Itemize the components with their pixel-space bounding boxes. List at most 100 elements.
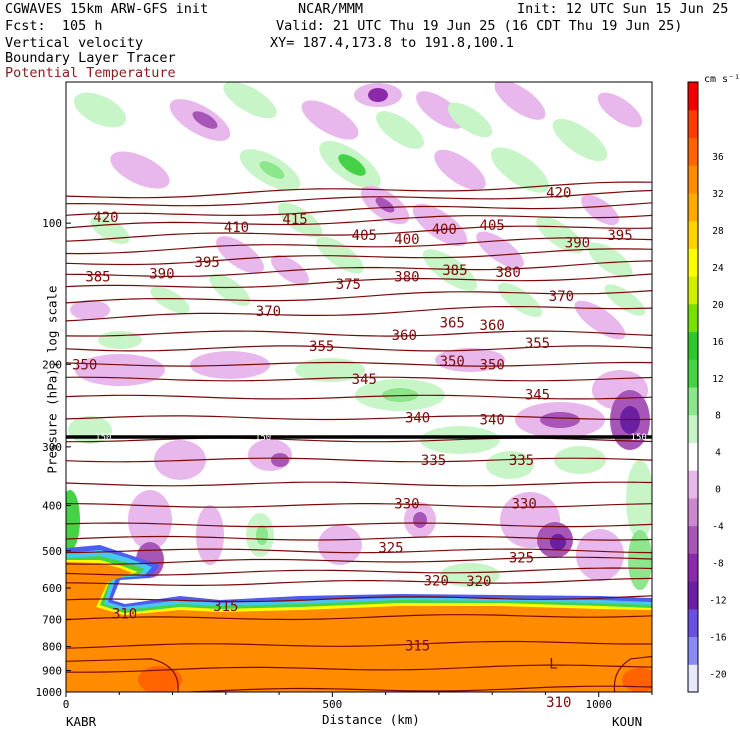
colorbar-tick-label: 12 [712, 374, 723, 385]
colorbar-swatch [688, 109, 698, 138]
colorbar: 36 32 28 24 20 16 12 8 4 0 -4 -8 -12 -16 -20 [687, 81, 727, 693]
theta-contour-line [66, 361, 652, 367]
colorbar-tick-label: 24 [712, 263, 724, 274]
field-potential-temperature: Potential Temperature [5, 65, 176, 81]
theta-label: 365 [440, 316, 465, 332]
valid-time: Valid: 21 UTC Thu 19 Jun 25 (16 CDT Thu … [276, 18, 683, 34]
theta-label: 370 [256, 304, 281, 320]
theta-label: 405 [480, 218, 505, 234]
theta-label: 320 [466, 574, 491, 590]
tropopause-label: 150 [95, 433, 111, 443]
theta-label: 335 [509, 453, 534, 469]
colorbar-swatch [688, 442, 698, 471]
theta-contour-line [66, 548, 652, 554]
potential-temperature-labels: 420 410 415 405 400 400 405 420 390 395 385 390 395 3… [72, 185, 633, 711]
colorbar-tick-label: -16 [709, 633, 726, 644]
colorbar-swatch [688, 664, 698, 693]
x-tick-label: 500 [322, 698, 342, 711]
theta-label: 415 [282, 212, 307, 228]
theta-contour-line [66, 394, 652, 400]
colorbar-tick-label: -12 [709, 596, 726, 607]
theta-label: 335 [421, 453, 446, 469]
theta-contour-line [66, 273, 652, 289]
theta-contour-line [66, 614, 652, 621]
x-axis-label: Distance (km) [322, 712, 420, 727]
theta-label: 320 [424, 573, 449, 589]
y-tick-label: 800 [42, 641, 62, 654]
y-tick-label: 900 [42, 665, 62, 678]
theta-contour-line [66, 481, 652, 487]
theta-label: 330 [394, 496, 419, 512]
theta-contour-line [66, 330, 652, 337]
theta-label: 345 [352, 372, 377, 388]
theta-contour-line [66, 189, 652, 207]
colorbar-tick-label: -20 [709, 670, 726, 681]
colorbar-swatch [688, 636, 698, 665]
theta-label: 315 [213, 599, 238, 615]
theta-label: 355 [309, 339, 334, 355]
colorbar-swatch [688, 137, 698, 166]
theta-contour-line [66, 260, 652, 278]
y-tick-label: 300 [42, 441, 62, 454]
model-title: CGWAVES 15km ARW-GFS init [5, 1, 209, 17]
theta-label: 380 [496, 265, 521, 281]
colorbar-tick-label: 16 [712, 337, 724, 348]
boundary-layer-max-right [622, 668, 652, 692]
theta-label: 330 [511, 496, 536, 512]
theta-label: 325 [509, 550, 534, 566]
wave-patches-tropopause [68, 348, 652, 540]
colorbar-tick-label: 36 [712, 152, 724, 163]
theta-label: 360 [480, 318, 505, 334]
colorbar-swatch [688, 331, 698, 360]
theta-label: 350 [72, 357, 97, 373]
theta-contour-line [66, 181, 652, 199]
y-tick-label: 200 [42, 358, 62, 371]
theta-label: 350 [480, 357, 505, 373]
theta-contour-line [66, 457, 652, 463]
theta-label: 350 [440, 354, 465, 370]
colorbar-swatch [688, 581, 698, 610]
y-tick-label: 600 [42, 582, 62, 595]
theta-label: 340 [480, 412, 505, 428]
colorbar-swatch [688, 248, 698, 277]
theta-contour-line [66, 376, 652, 382]
theta-label: 405 [352, 228, 377, 244]
theta-label: 370 [549, 289, 574, 305]
plot-frame [65, 81, 653, 693]
theta-label: 390 [565, 236, 590, 252]
colorbar-tick-label: 0 [715, 485, 721, 496]
y-tick-label: 1000 [36, 686, 63, 699]
x-tick-label: 0 [63, 698, 70, 711]
theta-contour-line [66, 658, 179, 692]
y-tick-label: 100 [42, 217, 62, 230]
right-endpoint-label: KOUN [612, 714, 643, 729]
theta-label: 395 [195, 255, 220, 271]
x-tick-label: 1000 [585, 698, 612, 711]
tropopause-label: 150 [631, 433, 647, 443]
theta-label: 385 [442, 263, 467, 279]
init-time: Init: 12 UTC Sun 15 Jun 25 [517, 1, 729, 17]
colorbar-tick-label: 32 [712, 189, 723, 200]
org-label: NCAR/MMM [298, 1, 364, 17]
colorbar-swatch [688, 82, 698, 111]
theta-contour-line [613, 655, 652, 692]
theta-contour-line [66, 556, 652, 565]
colorbar-swatch [688, 387, 698, 416]
theta-contour-line [66, 595, 652, 603]
tropopause-label: 150 [255, 433, 271, 443]
theta-label: 390 [149, 266, 174, 282]
theta-contour-line [66, 290, 652, 304]
theta-label: 385 [85, 270, 110, 286]
theta-label: 310 [112, 606, 137, 622]
y-tick-label: 500 [42, 545, 62, 558]
theta-label: 420 [546, 185, 571, 201]
colorbar-frame [687, 81, 699, 693]
colorbar-swatch [688, 497, 698, 527]
theta-label: 400 [432, 222, 457, 238]
wave-patches-upper [70, 82, 646, 349]
theta-label: 420 [93, 210, 118, 226]
cross-section-endpoints: XY= 187.4,173.8 to 191.8,100.1 [270, 35, 514, 51]
y-tick-label: 700 [42, 613, 62, 626]
